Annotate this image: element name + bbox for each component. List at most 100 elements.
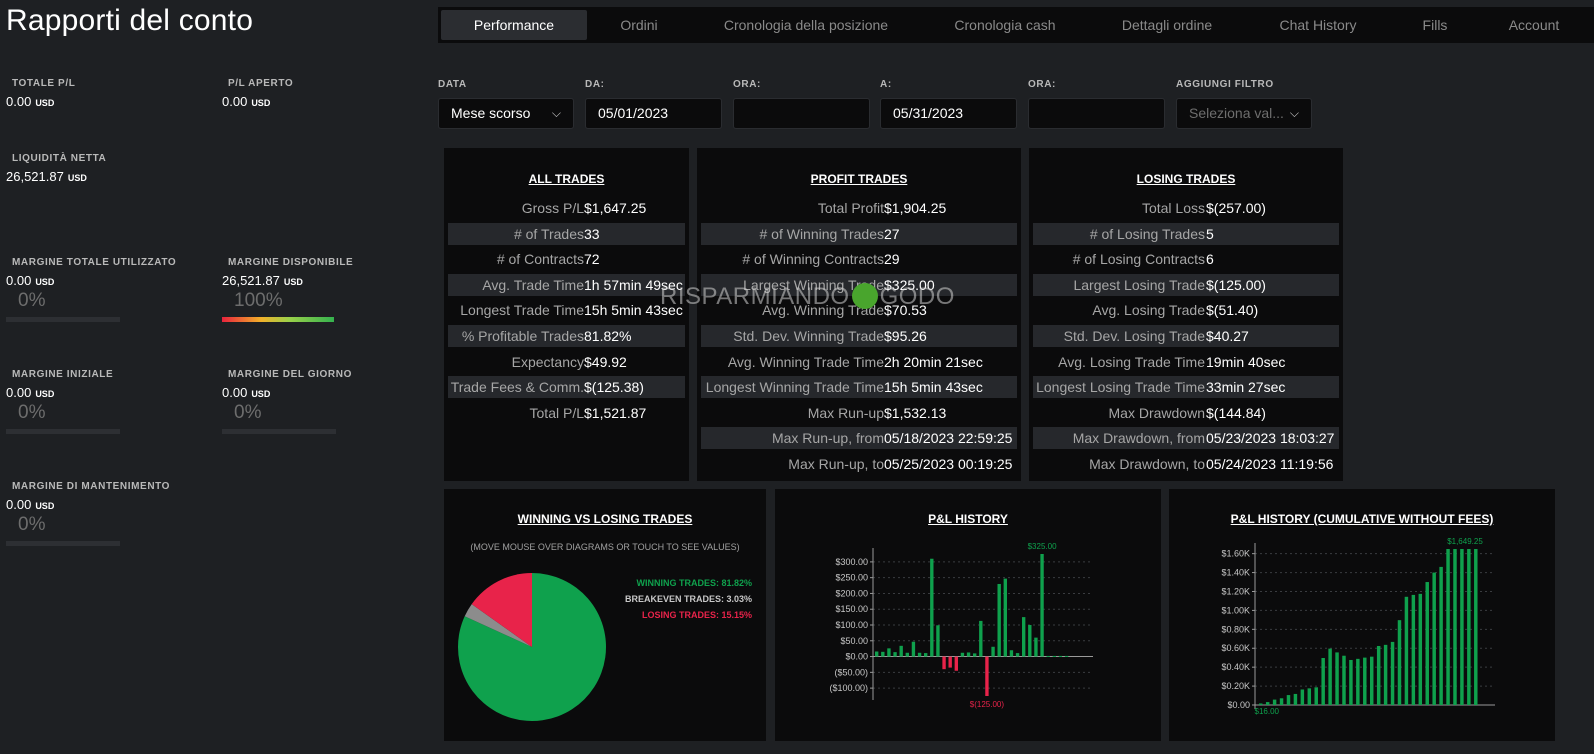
- bar[interactable]: [1058, 655, 1063, 657]
- bar[interactable]: [899, 645, 903, 657]
- bar[interactable]: [1335, 652, 1339, 705]
- metric-label: MARGINE DI MANTENIMENTO: [12, 481, 171, 492]
- tab-cronologia-cash[interactable]: Cronologia cash: [954, 17, 1056, 33]
- tab-chat-history[interactable]: Chat History: [1279, 17, 1357, 33]
- stat-value: 6: [1206, 251, 1214, 268]
- bar[interactable]: [1411, 594, 1416, 705]
- y-tick-label: $200.00: [835, 588, 868, 598]
- bar[interactable]: [1040, 554, 1044, 657]
- bar[interactable]: [930, 558, 934, 657]
- bar[interactable]: [1034, 637, 1038, 657]
- y-tick-label: $0.60K: [1221, 643, 1250, 653]
- bar[interactable]: [875, 651, 879, 657]
- bar[interactable]: [1446, 549, 1450, 705]
- bar[interactable]: [1321, 657, 1325, 705]
- bar[interactable]: [1467, 549, 1471, 705]
- tab-ordini[interactable]: Ordini: [620, 17, 658, 33]
- bar[interactable]: [1397, 620, 1402, 705]
- y-tick-label: $1.20K: [1221, 586, 1250, 596]
- bar[interactable]: [1376, 645, 1381, 705]
- bar[interactable]: [1356, 658, 1360, 705]
- bar[interactable]: [1314, 687, 1318, 705]
- from-time-input[interactable]: [733, 98, 870, 129]
- pie-chart-panel: WINNING VS LOSING TRADES (MOVE MOUSE OVE…: [444, 489, 766, 741]
- bar[interactable]: [985, 656, 989, 696]
- bar[interactable]: [917, 652, 922, 657]
- bar[interactable]: [1279, 698, 1284, 705]
- stat-value: 05/24/2023 11:19:56: [1206, 456, 1334, 472]
- bar[interactable]: [1439, 566, 1443, 705]
- bar[interactable]: [1028, 625, 1032, 657]
- bar[interactable]: [911, 641, 916, 657]
- bar[interactable]: [1363, 657, 1367, 705]
- tab-cronologia-posizione[interactable]: Cronologia della posizione: [723, 17, 889, 33]
- to-time-input[interactable]: [1028, 98, 1165, 129]
- tab-fills[interactable]: Fills: [1422, 17, 1448, 33]
- bar[interactable]: [979, 620, 983, 657]
- pl-cumulative-chart[interactable]: $1.60K $1.40K $1.20K $1.00K $0.80K $0.60K $0.4…: [1169, 489, 1555, 741]
- bar[interactable]: [1404, 596, 1409, 705]
- tab-account[interactable]: Account: [1508, 17, 1560, 33]
- from-date-input[interactable]: 05/01/2023: [585, 98, 722, 129]
- bar[interactable]: [936, 625, 940, 657]
- bar[interactable]: [1432, 572, 1436, 705]
- pie-chart[interactable]: [444, 489, 766, 741]
- tab-dettagli-ordine[interactable]: Dettagli ordine: [1121, 17, 1213, 33]
- bar[interactable]: [966, 652, 971, 657]
- bar[interactable]: [1453, 549, 1457, 705]
- page-title: Rapporti del conto: [6, 4, 254, 37]
- bar[interactable]: [1370, 656, 1374, 705]
- bar[interactable]: [1259, 703, 1263, 705]
- period-select[interactable]: Mese scorso ⌵: [438, 98, 574, 129]
- stat-row: # of Winning Contracts 29: [701, 248, 1017, 271]
- to-date-input[interactable]: 05/31/2023: [880, 98, 1017, 129]
- bar[interactable]: [1328, 648, 1332, 705]
- bar[interactable]: [1349, 659, 1353, 705]
- bar[interactable]: [893, 652, 897, 657]
- bar[interactable]: [1265, 702, 1270, 705]
- bar[interactable]: [1064, 655, 1069, 657]
- bar[interactable]: [1286, 695, 1291, 705]
- bar[interactable]: [1293, 693, 1298, 705]
- stat-value: 1h 57min 49sec: [584, 276, 683, 293]
- pl-history-chart[interactable]: $300.00 $250.00 $200.00 $150.00 $100.00 $50.0…: [775, 489, 1161, 741]
- bar[interactable]: [1046, 655, 1050, 657]
- bar[interactable]: [1460, 549, 1464, 705]
- bar[interactable]: [1015, 653, 1020, 657]
- metric-value: 0.00 USD: [222, 385, 271, 400]
- metric-percent: 0%: [234, 402, 262, 423]
- add-filter-select[interactable]: Seleziona val... ⌵: [1176, 98, 1312, 129]
- pie-slice[interactable]: [464, 604, 532, 647]
- bar[interactable]: [1272, 699, 1277, 705]
- tab-performance[interactable]: Performance: [441, 10, 587, 40]
- stat-value: 27: [884, 225, 900, 242]
- bar[interactable]: [1009, 650, 1014, 657]
- bar[interactable]: [1300, 689, 1305, 705]
- bar[interactable]: [1052, 655, 1056, 657]
- bar[interactable]: [905, 652, 909, 657]
- bar[interactable]: [924, 653, 928, 657]
- bar[interactable]: [1022, 617, 1026, 657]
- bar[interactable]: [954, 656, 958, 671]
- stat-value: 33min 27sec: [1206, 379, 1286, 396]
- bar[interactable]: [1418, 593, 1423, 705]
- bar[interactable]: [948, 656, 952, 668]
- bar[interactable]: [997, 583, 1001, 657]
- bar[interactable]: [960, 652, 965, 657]
- bar[interactable]: [1003, 578, 1007, 657]
- pie-slice[interactable]: [471, 573, 532, 647]
- bar[interactable]: [1383, 644, 1388, 705]
- bar[interactable]: [1390, 641, 1395, 705]
- bar[interactable]: [973, 653, 977, 657]
- bar[interactable]: [1425, 582, 1429, 705]
- metric-label: MARGINE INIZIALE: [12, 369, 114, 380]
- bar[interactable]: [942, 656, 946, 670]
- stat-label: Total P/L: [529, 404, 584, 421]
- stat-label: Trade Fees & Comm.: [450, 379, 584, 396]
- bar[interactable]: [1342, 655, 1346, 705]
- bar[interactable]: [881, 651, 885, 657]
- bar[interactable]: [1474, 549, 1478, 705]
- bar[interactable]: [991, 646, 995, 657]
- bar[interactable]: [887, 648, 891, 657]
- bar[interactable]: [1307, 688, 1312, 705]
